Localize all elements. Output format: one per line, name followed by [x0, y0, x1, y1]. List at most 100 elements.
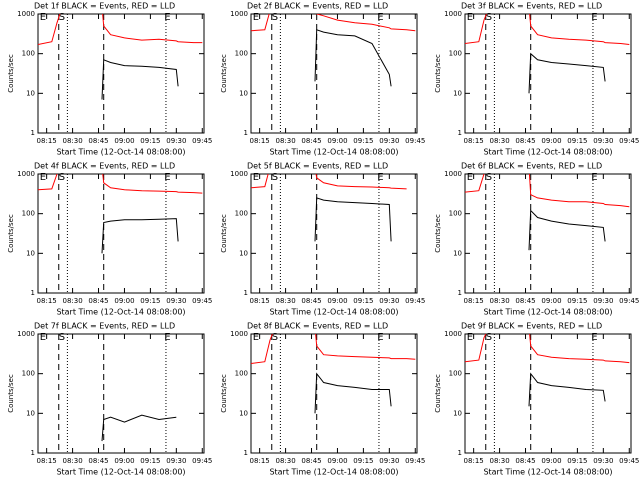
- x-tick-label: 08:45: [301, 137, 321, 145]
- y-axis-label: Counts/sec: [7, 214, 15, 253]
- x-tick-label: 09:30: [166, 137, 186, 145]
- annotation: S: [272, 12, 278, 23]
- x-tick-label: 08:15: [250, 297, 270, 305]
- x-tick-label: 09:45: [192, 457, 212, 465]
- x-tick-label: 08:30: [275, 137, 295, 145]
- x-tick-label: 09:30: [379, 137, 399, 145]
- x-axis-label: Start Time (12-Oct-14 08:08:00): [483, 308, 612, 317]
- annotation: E: [253, 332, 259, 343]
- x-tick-label: 09:45: [192, 297, 212, 305]
- annotation: S: [486, 12, 492, 23]
- annotation: E: [591, 172, 597, 183]
- data-line: [528, 209, 606, 251]
- x-tick-label: 09:15: [353, 137, 373, 145]
- plot-frame: [464, 13, 632, 134]
- plot-panel: Det 4f BLACK = Events, RED = LLD Counts/s…: [7, 162, 212, 317]
- y-tick-label: 100: [22, 370, 35, 378]
- y-tick-label: 100: [22, 210, 35, 218]
- x-tick-label: 08:45: [88, 457, 108, 465]
- x-tick-label: 09:30: [379, 457, 399, 465]
- data-line: [314, 197, 392, 242]
- y-axis-label: Counts/sec: [7, 374, 15, 413]
- x-axis-label: Start Time (12-Oct-14 08:08:00): [483, 468, 612, 477]
- y-tick-label: 1: [458, 129, 462, 137]
- chart-title: Det 1f BLACK = Events, RED = LLD: [34, 2, 175, 11]
- y-axis-label: Counts/sec: [220, 374, 228, 413]
- plot-frame: [37, 173, 205, 294]
- y-tick-label: 1: [31, 129, 35, 137]
- annotation: E: [467, 332, 473, 343]
- chart-title: Det 2f BLACK = Events, RED = LLD: [247, 2, 388, 11]
- plot-panel: Det 3f BLACK = Events, RED = LLD Counts/s…: [434, 2, 639, 157]
- data-line: [101, 59, 179, 100]
- data-line: [528, 52, 606, 94]
- x-tick-label: 09:15: [353, 457, 373, 465]
- x-axis-label: Start Time (12-Oct-14 08:08:00): [56, 148, 185, 157]
- y-tick-label: 1000: [444, 10, 462, 18]
- x-axis-label: Start Time (12-Oct-14 08:08:00): [269, 308, 398, 317]
- y-tick-label: 100: [449, 210, 462, 218]
- annotation: E: [377, 12, 383, 23]
- x-tick-label: 09:45: [619, 137, 639, 145]
- annotation: S: [272, 332, 278, 343]
- x-tick-label: 08:45: [301, 297, 321, 305]
- x-tick-label: 08:45: [515, 137, 535, 145]
- x-tick-label: 09:30: [593, 297, 613, 305]
- x-tick-label: 08:30: [275, 457, 295, 465]
- x-tick-label: 09:00: [541, 297, 561, 305]
- x-tick-label: 08:15: [464, 137, 484, 145]
- plot-frame: [250, 173, 418, 294]
- annotation: E: [164, 332, 170, 343]
- plot-panel: Det 1f BLACK = Events, RED = LLD Counts/s…: [7, 2, 212, 157]
- chart-title: Det 3f BLACK = Events, RED = LLD: [461, 2, 602, 11]
- x-tick-label: 09:00: [114, 297, 134, 305]
- y-axis-label: Counts/sec: [434, 214, 442, 253]
- annotation: E: [253, 12, 259, 23]
- annotation: E: [377, 172, 383, 183]
- x-tick-label: 08:30: [489, 297, 509, 305]
- x-tick-label: 09:00: [327, 137, 347, 145]
- y-tick-label: 1: [31, 449, 35, 457]
- x-tick-label: 08:30: [62, 297, 82, 305]
- x-tick-label: 09:00: [541, 137, 561, 145]
- y-axis-label: Counts/sec: [434, 54, 442, 93]
- y-tick-label: 10: [239, 89, 248, 97]
- y-tick-label: 1000: [230, 170, 248, 178]
- plot-frame: [37, 13, 205, 134]
- y-tick-label: 10: [453, 89, 462, 97]
- x-tick-label: 09:15: [567, 457, 587, 465]
- x-tick-label: 08:15: [464, 297, 484, 305]
- y-tick-label: 10: [239, 249, 248, 257]
- x-tick-label: 09:15: [567, 137, 587, 145]
- plot-panel: Det 7f BLACK = Events, RED = LLD Counts/s…: [7, 322, 212, 477]
- x-tick-label: 09:45: [405, 137, 425, 145]
- x-tick-label: 08:15: [37, 137, 57, 145]
- plot-panel: Det 8f BLACK = Events, RED = LLD Counts/s…: [220, 322, 425, 477]
- x-tick-label: 09:30: [166, 297, 186, 305]
- plot-panel: Det 5f BLACK = Events, RED = LLD Counts/s…: [220, 162, 425, 317]
- annotation: E: [467, 12, 473, 23]
- data-line: [251, 334, 416, 364]
- x-tick-label: 08:15: [250, 457, 270, 465]
- y-tick-label: 100: [449, 50, 462, 58]
- annotation: E: [591, 332, 597, 343]
- plot-frame: [37, 333, 205, 454]
- plot-panel: Det 9f BLACK = Events, RED = LLD Counts/s…: [434, 322, 639, 477]
- x-tick-label: 09:00: [114, 137, 134, 145]
- x-tick-label: 08:30: [489, 137, 509, 145]
- chart-title: Det 4f BLACK = Events, RED = LLD: [34, 162, 175, 171]
- x-tick-label: 08:45: [88, 297, 108, 305]
- x-tick-label: 09:45: [192, 137, 212, 145]
- y-tick-label: 10: [239, 409, 248, 417]
- x-tick-label: 09:15: [140, 297, 160, 305]
- annotation: E: [164, 172, 170, 183]
- annotation: S: [59, 332, 65, 343]
- annotation: E: [253, 172, 259, 183]
- x-tick-label: 09:45: [405, 457, 425, 465]
- data-line: [251, 174, 407, 190]
- plot-panel: Det 2f BLACK = Events, RED = LLD Counts/s…: [220, 2, 425, 157]
- data-line: [251, 14, 416, 32]
- data-line: [38, 14, 203, 45]
